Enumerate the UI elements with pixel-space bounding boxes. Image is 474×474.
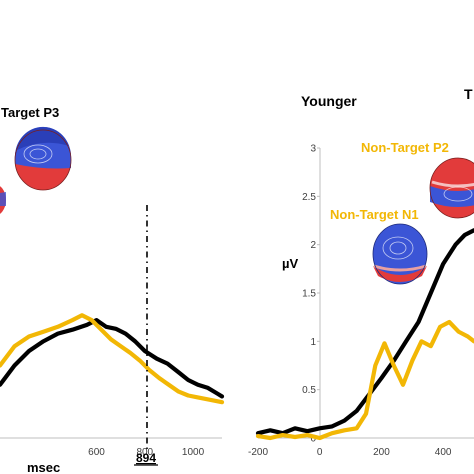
right-y-axis-label: µV [282,256,298,271]
x-tick-label: 1000 [182,447,205,458]
x-tick-label: -200 [248,447,268,458]
topomap-partial-icon [0,186,6,214]
y-tick-label: 3 [310,144,316,155]
y-tick-label: 1 [310,337,316,348]
x-tick-label: 800 [136,447,153,458]
x-tick-label: 0 [317,447,323,458]
right-y-ticks: 0 0.5 1 1.5 2 2.5 3 [302,144,320,445]
left-x-axis-label: msec [27,460,60,474]
non-target-n1-label: Non-Target N1 [330,207,419,222]
panel-title: Younger [301,93,357,109]
x-tick-label: 600 [88,447,105,458]
y-tick-label: 0 [310,434,316,445]
series-line-gold [255,319,474,441]
right-x-ticks: -200 0 200 400 [248,447,452,458]
series-line-gold [0,313,225,405]
left-series [0,313,225,405]
topomap-head-icon [372,223,428,285]
y-tick-label: 2 [310,240,316,251]
target-p3-label: Target P3 [1,105,59,120]
y-tick-label: 2.5 [302,192,316,203]
y-tick-label: 1.5 [302,289,316,300]
y-tick-label: 0.5 [302,385,316,396]
series-line-black [0,318,225,399]
non-target-p2-label: Non-Target P2 [361,140,449,155]
left-panel: 600 800 1000 894 msec Target P3 [0,105,225,474]
marker-value-label: 894 [136,451,156,465]
cut-off-label: T [464,86,473,102]
left-x-ticks: 600 800 1000 [88,447,204,458]
right-series [255,228,474,441]
x-tick-label: 200 [373,447,390,458]
topomap-head-icon [429,157,474,219]
x-tick-label: 400 [435,447,452,458]
right-panel: Younger T 0 0.5 1 1.5 2 2.5 3 -200 0 200 400 µV N… [248,86,474,458]
topomap-head-icon [14,126,72,191]
